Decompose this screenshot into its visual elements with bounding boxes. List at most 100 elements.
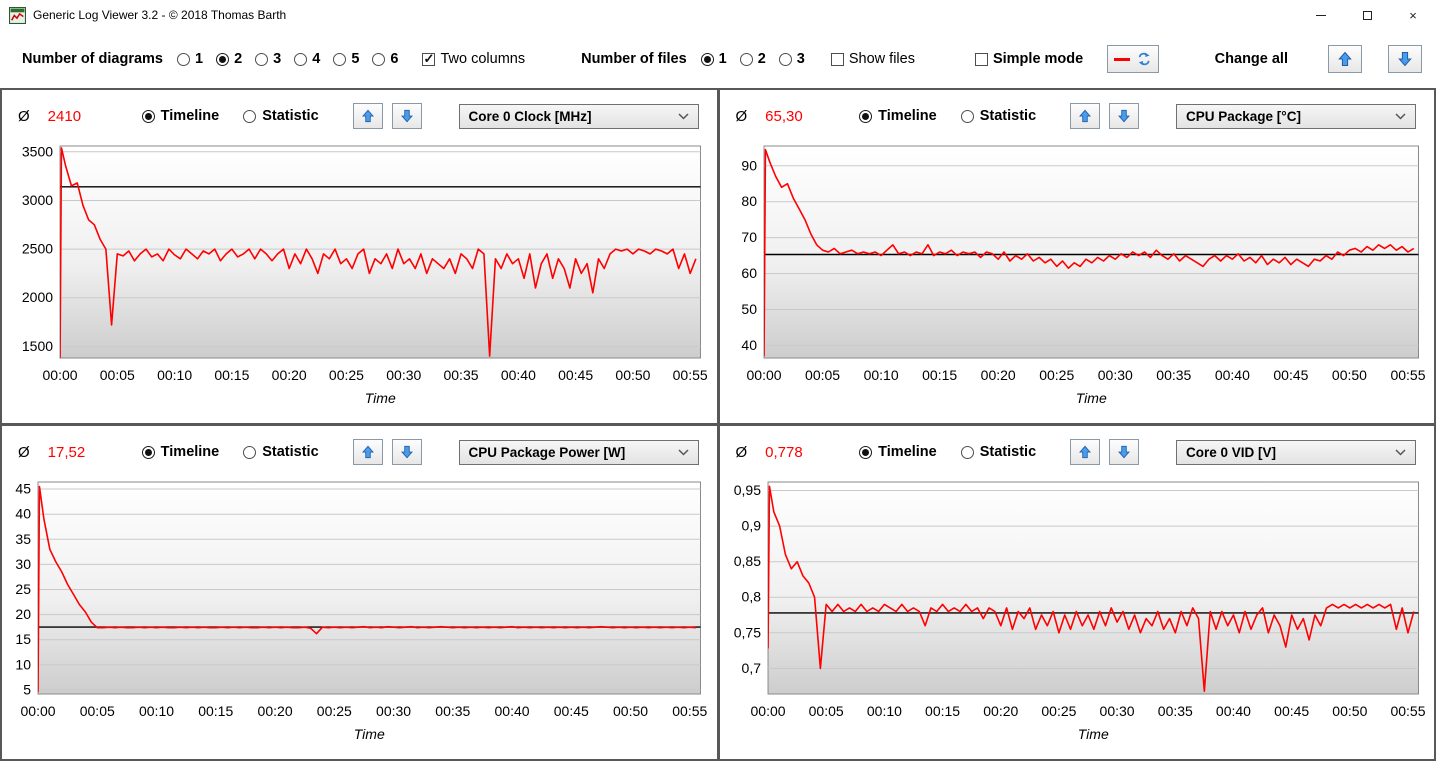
timeline-label[interactable]: Timeline [160, 108, 220, 124]
up-arrow-icon [1079, 445, 1092, 459]
change-all-up-button[interactable] [1328, 45, 1362, 73]
timeline-radio[interactable]: Timeline [859, 444, 937, 460]
change-all-down-button[interactable] [1388, 45, 1422, 73]
file-count-3-circle[interactable] [778, 52, 792, 66]
diagram-count-2[interactable]: 2 [216, 51, 242, 67]
file-count-2-label[interactable]: 2 [757, 51, 766, 67]
timeline-label[interactable]: Timeline [878, 444, 937, 460]
timeline-radio-circle[interactable] [859, 109, 873, 123]
average-symbol: Ø [18, 443, 30, 461]
chart-panel: Ø 2410 Timeline Statistic Core [2, 90, 717, 423]
svg-text:15: 15 [15, 631, 31, 647]
maximize-button[interactable] [1344, 0, 1390, 30]
move-value-down-button[interactable] [1109, 103, 1140, 129]
svg-text:2000: 2000 [22, 289, 53, 305]
statistic-radio-circle[interactable] [243, 445, 257, 459]
simple-mode-checkbox[interactable]: Simple mode [974, 51, 1084, 67]
statistic-label[interactable]: Statistic [979, 108, 1037, 124]
timeline-radio-circle[interactable] [141, 109, 155, 123]
statistic-radio-circle[interactable] [243, 109, 257, 123]
diagram-count-4-circle[interactable] [294, 52, 308, 66]
average-symbol: Ø [18, 107, 30, 125]
svg-text:40: 40 [741, 337, 757, 353]
timeline-radio-circle[interactable] [141, 445, 155, 459]
statistic-radio[interactable]: Statistic [243, 108, 319, 124]
simple-mode-checkbox-box[interactable] [974, 52, 988, 66]
timeline-radio-circle[interactable] [859, 445, 873, 459]
two-columns-checkbox-box[interactable] [422, 51, 436, 67]
timeline-label[interactable]: Timeline [160, 444, 220, 460]
statistic-radio-circle[interactable] [960, 445, 974, 459]
diagram-count-5[interactable]: 5 [333, 51, 359, 67]
svg-text:00:10: 00:10 [863, 367, 898, 383]
two-columns-label[interactable]: Two columns [440, 51, 526, 67]
diagram-count-1-label[interactable]: 1 [195, 51, 204, 67]
timeline-radio[interactable]: Timeline [859, 108, 937, 124]
two-columns-checkbox[interactable]: Two columns [422, 51, 525, 67]
move-value-down-button[interactable] [391, 103, 422, 129]
statistic-label[interactable]: Statistic [979, 444, 1037, 460]
move-value-up-button[interactable] [1070, 103, 1101, 129]
diagram-count-5-circle[interactable] [333, 52, 347, 66]
move-value-up-button[interactable] [352, 103, 383, 129]
diagram-count-6[interactable]: 6 [372, 51, 398, 67]
svg-text:00:15: 00:15 [198, 703, 233, 719]
window-controls: × [1298, 0, 1436, 30]
svg-text:60: 60 [741, 265, 757, 281]
metric-select[interactable]: CPU Package Power [W] [458, 439, 699, 465]
file-count-1-label[interactable]: 1 [718, 51, 727, 67]
svg-text:00:35: 00:35 [435, 703, 470, 719]
statistic-radio[interactable]: Statistic [960, 444, 1037, 460]
timeline-radio[interactable]: Timeline [141, 108, 220, 124]
file-count-1-circle[interactable] [700, 52, 714, 66]
file-count-radio-group: 1 2 3 [700, 51, 805, 67]
file-count-3-label[interactable]: 3 [796, 51, 805, 67]
metric-select[interactable]: CPU Package [°C] [1176, 103, 1416, 129]
move-value-up-button[interactable] [352, 439, 383, 465]
diagram-count-6-circle[interactable] [372, 52, 386, 66]
file-count-2[interactable]: 2 [739, 51, 766, 67]
file-count-2-circle[interactable] [739, 52, 753, 66]
diagram-count-2-circle[interactable] [216, 52, 230, 66]
svg-text:00:25: 00:25 [329, 367, 364, 383]
diagram-count-4[interactable]: 4 [294, 51, 320, 67]
show-files-checkbox-box[interactable] [830, 52, 844, 66]
file-count-3[interactable]: 3 [778, 51, 805, 67]
diagram-count-3[interactable]: 3 [255, 51, 281, 67]
move-value-down-button[interactable] [1109, 439, 1140, 465]
diagram-count-1[interactable]: 1 [177, 51, 203, 67]
svg-text:00:00: 00:00 [746, 367, 781, 383]
line-style-button[interactable] [1107, 45, 1159, 73]
svg-text:00:35: 00:35 [443, 367, 478, 383]
svg-text:00:55: 00:55 [673, 367, 708, 383]
statistic-radio[interactable]: Statistic [960, 108, 1037, 124]
timeline-radio[interactable]: Timeline [141, 444, 220, 460]
chevron-down-icon [677, 112, 689, 120]
minimize-button[interactable] [1298, 0, 1344, 30]
diagram-count-2-label[interactable]: 2 [234, 51, 243, 67]
diagram-count-4-label[interactable]: 4 [312, 51, 321, 67]
show-files-checkbox[interactable]: Show files [830, 51, 915, 67]
diagram-count-3-label[interactable]: 3 [273, 51, 282, 67]
timeline-label[interactable]: Timeline [878, 108, 937, 124]
svg-text:00:05: 00:05 [80, 703, 115, 719]
down-arrow-icon [1398, 52, 1412, 67]
diagram-count-5-label[interactable]: 5 [351, 51, 360, 67]
move-value-up-button[interactable] [1070, 439, 1101, 465]
move-value-down-button[interactable] [391, 439, 422, 465]
diagram-count-3-circle[interactable] [255, 52, 269, 66]
statistic-radio[interactable]: Statistic [243, 444, 319, 460]
simple-mode-label[interactable]: Simple mode [992, 51, 1084, 67]
metric-select[interactable]: Core 0 VID [V] [1176, 439, 1416, 465]
statistic-label[interactable]: Statistic [262, 444, 319, 460]
close-button[interactable]: × [1390, 0, 1436, 30]
metric-select[interactable]: Core 0 Clock [MHz] [458, 103, 699, 129]
svg-text:80: 80 [741, 193, 757, 209]
statistic-radio-circle[interactable] [960, 109, 974, 123]
diagram-count-1-circle[interactable] [177, 52, 190, 66]
diagram-count-6-label[interactable]: 6 [390, 51, 399, 67]
statistic-label[interactable]: Statistic [262, 108, 319, 124]
file-count-1[interactable]: 1 [700, 51, 727, 67]
diagrams-label: Number of diagrams [22, 51, 163, 67]
show-files-label[interactable]: Show files [848, 51, 915, 67]
